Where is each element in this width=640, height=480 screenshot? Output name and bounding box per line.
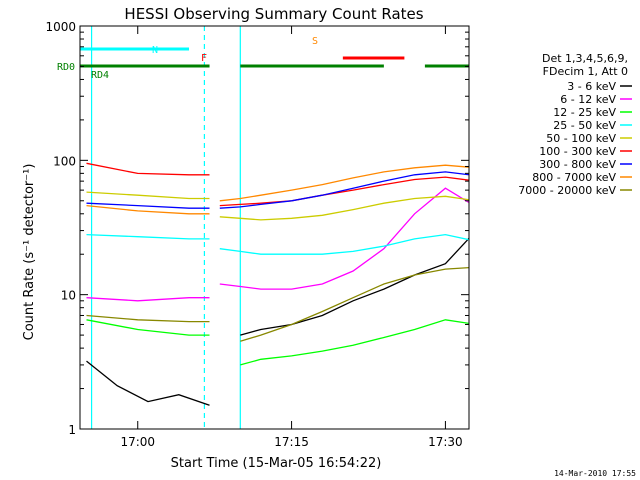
y-tick-label: 1 — [68, 423, 76, 437]
series-line — [240, 266, 469, 342]
series-line — [219, 187, 469, 290]
legend-label: 50 - 100 keV — [546, 132, 616, 145]
x-tick-label: 17:15 — [274, 435, 309, 449]
series-line — [86, 319, 210, 336]
chart-title: HESSI Observing Summary Count Rates — [124, 5, 423, 23]
legend-header-line-1: Det 1,3,4,5,6,9, — [542, 52, 628, 65]
series-line — [240, 237, 469, 336]
flag-label: RD4 — [91, 70, 109, 81]
y-tick-label: 100 — [53, 154, 76, 168]
series-line — [219, 233, 469, 255]
series-line — [86, 202, 210, 209]
flag-label: N — [152, 45, 158, 56]
series-line — [240, 319, 469, 366]
series-line — [219, 195, 469, 221]
legend-header: Det 1,3,4,5,6,9, FDecim 1, Att 0 — [542, 52, 628, 78]
series-line — [86, 314, 210, 323]
series-line — [86, 162, 210, 176]
legend-label: 12 - 25 keV — [553, 106, 616, 119]
series-line — [86, 204, 210, 215]
legend-label: 800 - 7000 keV — [532, 171, 616, 184]
legend-label: 3 - 6 keV — [567, 80, 616, 93]
series-line — [86, 360, 210, 406]
series-line — [604, 227, 640, 252]
legend-label: 25 - 50 keV — [553, 119, 616, 132]
plot-area: 1 10 100 1000 17:00 17:15 17:30 — [45, 20, 640, 449]
legend-label: 300 - 800 keV — [539, 158, 616, 171]
y-axis-label: Count Rate (s⁻¹ detector⁻¹) — [22, 164, 37, 341]
legend-label: 100 - 300 keV — [539, 145, 616, 158]
series-line — [86, 191, 210, 200]
x-axis-label: Start Time (15-Mar-05 16:54:22) — [171, 456, 382, 471]
series-line — [219, 176, 469, 207]
y-tick-label: 1000 — [45, 20, 76, 34]
legend-label: 7000 - 20000 keV — [518, 184, 616, 197]
x-tick-label: 17:30 — [428, 435, 463, 449]
flag-label: S — [312, 36, 318, 47]
plot-frame — [79, 25, 470, 430]
x-tick-label: 17:00 — [120, 435, 155, 449]
series-line — [604, 241, 640, 308]
y-tick-label: 10 — [61, 289, 76, 303]
series-line — [86, 233, 210, 240]
timestamp: 14-Mar-2010 17:55 — [554, 469, 636, 478]
series-line — [604, 308, 640, 356]
series-line — [604, 227, 640, 275]
flag-label: F — [201, 53, 207, 64]
series-line — [219, 164, 469, 202]
plot-inner — [80, 26, 640, 429]
svg-text:Count Rate (s⁻¹ detector⁻¹): Count Rate (s⁻¹ detector⁻¹) — [22, 164, 37, 341]
legend-label: 6 - 12 keV — [560, 93, 616, 106]
series-line — [219, 171, 469, 209]
series-line — [604, 275, 640, 341]
series-line — [86, 297, 210, 302]
flag-label: RD0 — [57, 62, 75, 73]
legend-header-line-2: FDecim 1, Att 0 — [543, 65, 628, 78]
